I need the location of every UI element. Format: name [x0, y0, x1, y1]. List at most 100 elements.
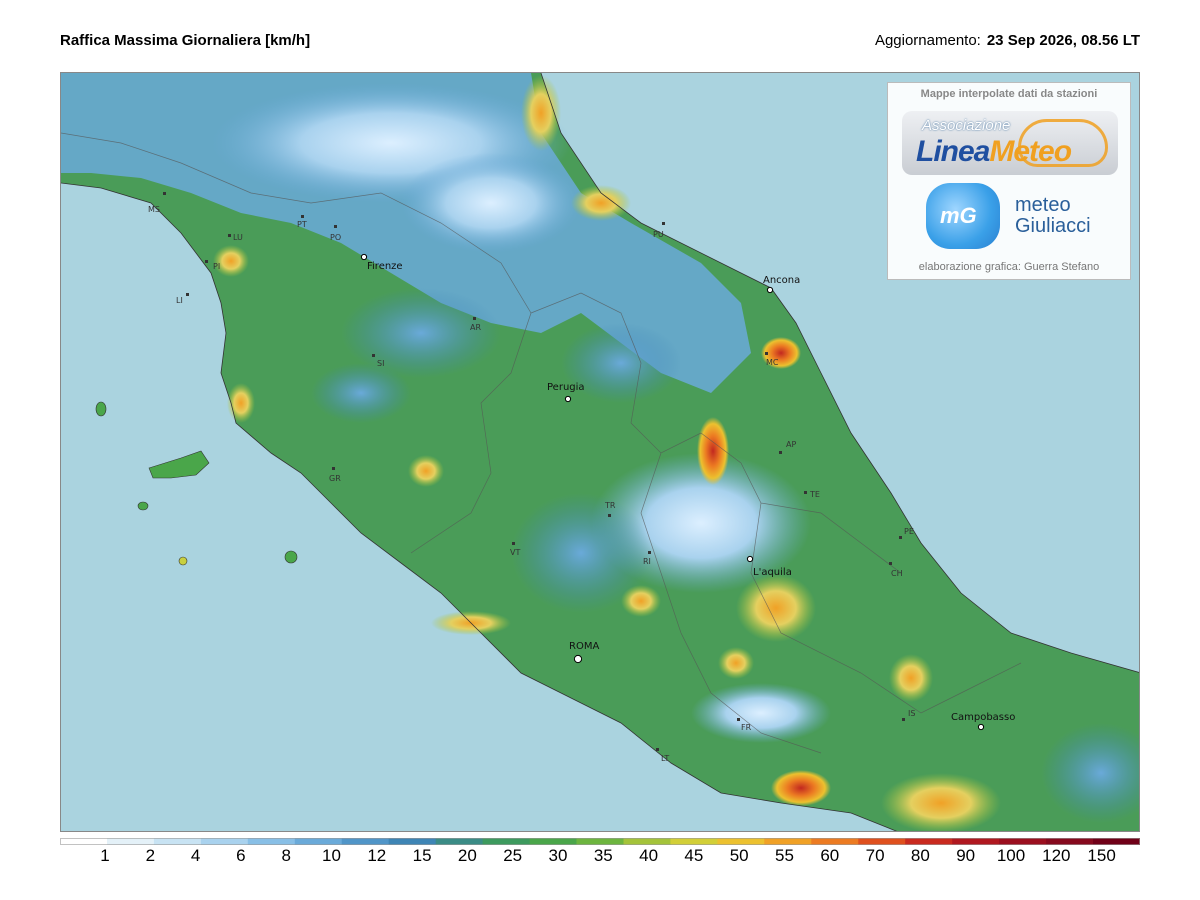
province-markers [163, 192, 905, 751]
gust-hotspot [213, 245, 249, 277]
legend-label: 40 [639, 846, 659, 865]
low-wind-patch [1041, 723, 1139, 823]
province-label-ap: AP [786, 440, 796, 449]
legend-label: 45 [684, 846, 704, 865]
low-wind-patch [401, 153, 581, 253]
lineameteo-logo-b: Meteo [989, 135, 1072, 168]
gust-hotspot [889, 654, 933, 702]
legend-color-swatch [388, 838, 437, 845]
island-elba [148, 450, 210, 479]
gust-hotspot [697, 417, 729, 485]
gust-hotspot [227, 383, 255, 423]
city-label-roma: ROMA [569, 641, 599, 652]
lineameteo-logo-top: Associazione [922, 117, 1011, 134]
legend-label: 70 [865, 846, 885, 865]
legend-color-swatch [107, 838, 155, 845]
legend-label: 8 [281, 846, 291, 865]
gust-hotspot [718, 647, 754, 679]
legend-label: 2 [145, 846, 156, 865]
legend-label: 20 [457, 846, 477, 865]
legend-color-swatch [952, 838, 1000, 845]
meteogiuliacci-logo-text: meteo Giuliacci [1015, 195, 1091, 237]
legend-label: 100 [996, 846, 1026, 865]
gust-hotspot [881, 773, 1001, 831]
legend-label: 10 [322, 846, 341, 865]
province-label-vt: VT [510, 548, 520, 557]
legend-label: 30 [548, 846, 568, 865]
gust-hotspot [736, 574, 816, 642]
legend-label: 90 [956, 846, 976, 865]
legend-label: 1 [100, 846, 110, 865]
coastline [61, 73, 1139, 831]
lineameteo-logo: Associazione LineaMeteo [902, 111, 1118, 175]
meteogiuliacci-logo-line1: meteo [1015, 194, 1071, 216]
meteogiuliacci-logo-line2: Giuliacci [1015, 215, 1091, 237]
province-label-is: IS [908, 709, 915, 718]
province-label-gr: GR [329, 474, 341, 483]
city-label-campobasso: Campobasso [951, 712, 1015, 723]
province-label-ms: MS [148, 205, 160, 214]
legend-label: 120 [1042, 846, 1071, 865]
legend-color-swatch [811, 838, 859, 845]
legend-color-swatch [60, 838, 108, 845]
legend-labels: 1 2 4 6 8 10 12 15 20 25 30 35 40 45 50 55 60 70 80 90 100 12… [60, 846, 1140, 870]
legend-color-swatch [670, 838, 718, 845]
update-label: Aggiornamento: [874, 32, 981, 49]
legend-color-swatch [294, 838, 343, 845]
legend-color-swatch [717, 838, 765, 845]
province-label-po: PO [330, 233, 341, 242]
province-label-ar: AR [470, 323, 481, 332]
legend-color-swatch [529, 838, 578, 845]
province-label-te: TE [809, 490, 820, 499]
city-markers [360, 253, 985, 731]
legend-color-swatch [623, 838, 671, 845]
legend-color-swatch [247, 838, 296, 845]
province-label-mc: MC [766, 358, 779, 367]
gust-hotspot [771, 770, 831, 806]
legend-label: 55 [775, 846, 794, 865]
low-wind-patch [561, 323, 681, 403]
province-label-pi: PI [213, 262, 220, 271]
province-label-ch: CH [891, 569, 903, 578]
province-label-pt: PT [297, 220, 307, 229]
map-title: Raffica Massima Giornaliera [km/h] [60, 32, 311, 49]
legend-label: 80 [910, 846, 930, 865]
low-wind-patch [311, 363, 411, 423]
city-label-perugia: Perugia [547, 382, 585, 393]
legend-color-swatch [858, 838, 906, 845]
lineameteo-logo-a: Linea [916, 135, 990, 168]
gust-hotspot [621, 585, 661, 617]
legend-label: 15 [412, 846, 432, 865]
city-label-ancona: Ancona [763, 275, 800, 286]
legend-label: 12 [367, 846, 387, 865]
low-wind-patch [341, 288, 501, 378]
credits-footer: elaborazione grafica: Guerra Stefano [918, 261, 1100, 273]
low-wind-patch [691, 683, 831, 743]
gust-hotspot [521, 75, 561, 151]
province-label-lt: LT [661, 754, 669, 763]
legend-label: 60 [820, 846, 840, 865]
province-label-li: LI [176, 296, 183, 305]
province-label-fr: FR [741, 723, 752, 732]
legend-color-swatch [1046, 838, 1094, 845]
legend-color-swatch [999, 838, 1047, 845]
credits-heading: Mappe interpolate dati da stazioni [920, 88, 1098, 100]
island [284, 550, 298, 564]
legend-label: 6 [236, 846, 246, 865]
gust-hotspot [761, 337, 801, 369]
legend-label: 150 [1087, 846, 1116, 865]
province-label-pu: PU [653, 230, 664, 239]
meteogiuliacci-logo-mark: mG [940, 203, 977, 228]
meteogiuliacci-logo-icon: mG [926, 183, 1000, 249]
update-timestamp: Aggiornamento: 23 Sep 2026, 08.56 LT [875, 32, 1140, 49]
land-peninsula [61, 73, 1139, 831]
province-label-ri: RI [643, 557, 651, 566]
legend-color-swatch [764, 838, 812, 845]
legend-color-swatch [435, 838, 484, 845]
legend-label: 25 [503, 846, 523, 865]
province-label-pe: PE [904, 527, 914, 536]
city-label-firenze: Firenze [367, 261, 403, 272]
legend-color-swatch [576, 838, 624, 845]
map-canvas: Firenze Ancona Perugia L'aquila ROMA Cam… [61, 73, 1139, 831]
region-border [61, 132, 1022, 754]
